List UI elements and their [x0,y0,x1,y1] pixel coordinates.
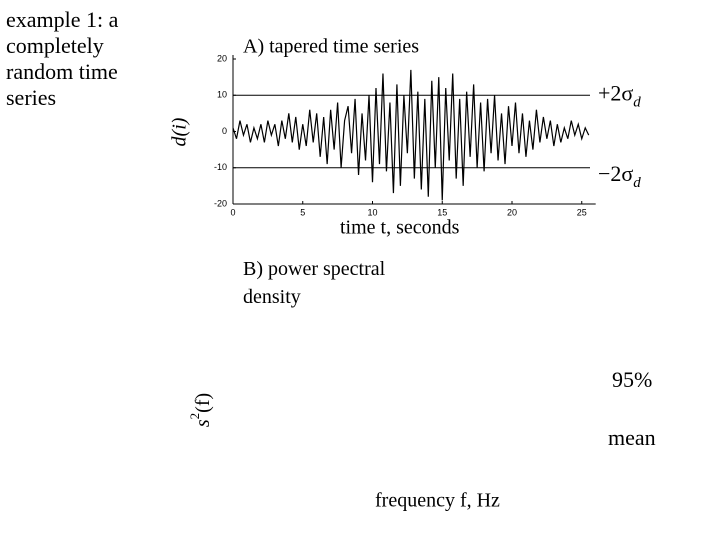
chart-b-title: B) power spectral density [243,258,386,308]
reference-label-text: −2σ [598,161,633,186]
y-tick-label: 10 [217,90,227,100]
x-tick-label: 25 [577,207,587,217]
ylabel-part: s [192,419,214,427]
reference-label-sub: d [633,95,641,111]
y-tick-label: 0 [222,126,227,136]
y-tick-label: -10 [214,162,227,172]
slide-text: example 1: a completely random time series [6,7,119,110]
chart-b-xlabel: frequency f, Hz [375,490,500,512]
chart-a-ylabel: d(i) [169,117,191,146]
reference-label: −2σd [598,161,641,191]
reference-label-text: +2σ [598,80,633,105]
chart-a-title: A) tapered time series [243,36,419,58]
chart-b-ylabel: s2(f) [187,393,213,427]
series-line [232,69,590,201]
y-tick-label: 20 [217,53,227,63]
x-tick-label: 0 [230,207,235,217]
reference-label-sub: d [633,175,641,191]
ylabel-part: 2 [187,413,202,420]
annotation: 95% [612,367,652,392]
ylabel-part: (f) [192,393,214,413]
x-tick-label: 10 [367,207,377,217]
x-tick-label: 15 [437,207,447,217]
x-tick-label: 5 [300,207,305,217]
reference-label: +2σd [598,80,641,110]
y-tick-label: -20 [214,198,227,208]
chart-a-xlabel: time t, seconds [340,217,460,239]
x-tick-label: 20 [507,207,517,217]
annotation: mean [608,425,656,450]
